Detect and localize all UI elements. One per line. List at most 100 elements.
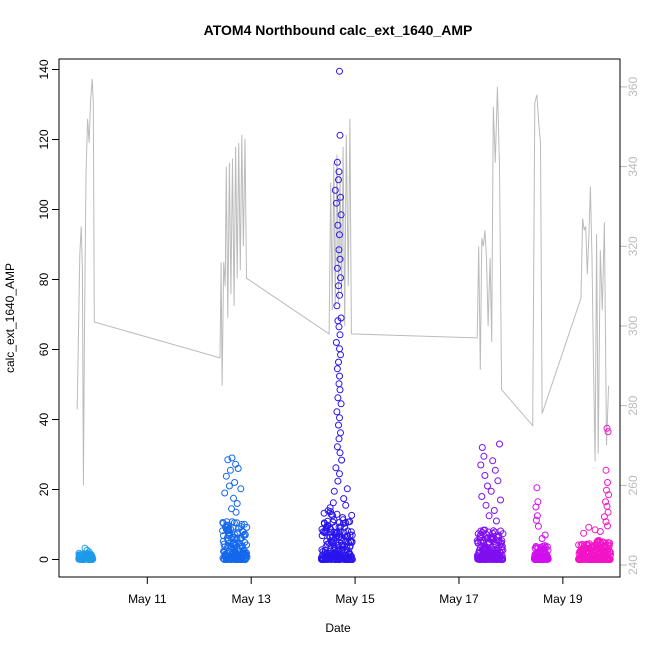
data-point <box>491 466 499 474</box>
data-point <box>492 517 500 525</box>
x-tick-label: May 15 <box>335 592 375 606</box>
cluster-4 <box>530 484 552 563</box>
data-point <box>484 482 491 490</box>
data-point <box>243 549 250 557</box>
cluster-2 <box>317 67 356 563</box>
data-point <box>343 485 351 493</box>
data-point <box>543 543 551 551</box>
data-point <box>230 494 237 502</box>
secondary-series <box>76 78 610 486</box>
data-point <box>332 199 340 207</box>
x-tick-label: May 17 <box>439 592 479 606</box>
data-point <box>344 527 352 535</box>
data-point <box>225 482 233 490</box>
data-point <box>332 339 340 346</box>
data-point <box>333 443 341 451</box>
y-tick-label: 120 <box>37 129 51 149</box>
data-point <box>238 542 246 550</box>
data-point <box>237 485 245 493</box>
data-point <box>336 386 344 394</box>
x-axis-label: Date <box>325 621 351 635</box>
data-point <box>232 508 240 516</box>
data-point <box>605 491 613 499</box>
data-point <box>226 466 234 474</box>
data-point <box>233 500 241 507</box>
data-point <box>499 556 507 563</box>
scatter-series <box>75 67 614 563</box>
data-point <box>604 428 612 436</box>
data-point <box>477 461 485 469</box>
data-point <box>343 543 351 551</box>
data-point <box>481 472 489 479</box>
data-point <box>532 516 540 524</box>
data-point <box>238 521 246 528</box>
y-tick-label: 140 <box>37 59 51 79</box>
data-point <box>331 186 339 194</box>
data-point <box>596 528 604 535</box>
data-point <box>340 495 348 503</box>
data-point <box>335 246 343 254</box>
data-point <box>327 508 334 516</box>
data-point <box>604 479 611 486</box>
data-point <box>336 131 344 139</box>
data-point <box>347 528 355 536</box>
data-point <box>585 523 593 531</box>
data-point <box>337 429 344 437</box>
data-point <box>602 518 610 526</box>
data-point <box>602 498 609 506</box>
data-point <box>499 530 507 538</box>
data-point <box>335 380 343 388</box>
data-point <box>606 548 614 556</box>
data-point <box>334 394 342 402</box>
data-point <box>532 503 540 511</box>
data-point <box>334 221 342 229</box>
x-tick-label: May 13 <box>232 592 272 606</box>
x-tick-label: May 11 <box>128 592 167 606</box>
data-point <box>348 511 356 519</box>
data-point <box>335 168 343 176</box>
y2-tick-label: 240 <box>626 555 640 575</box>
data-point <box>332 464 340 472</box>
data-point <box>495 531 503 539</box>
data-point <box>336 291 343 299</box>
data-point <box>221 489 229 497</box>
data-point <box>499 546 507 554</box>
data-point <box>230 519 238 527</box>
data-point <box>85 548 93 556</box>
data-point <box>478 493 486 500</box>
data-point <box>337 400 345 408</box>
data-point <box>228 505 235 513</box>
data-point <box>89 555 97 563</box>
data-point <box>533 484 541 492</box>
data-point <box>485 512 493 520</box>
data-point <box>348 531 356 539</box>
y-tick-label: 0 <box>37 556 51 563</box>
data-point <box>348 556 356 563</box>
data-point <box>243 541 251 549</box>
y-tick-label: 100 <box>37 199 51 219</box>
data-point <box>346 542 354 550</box>
data-point <box>607 551 614 559</box>
data-point <box>544 546 552 554</box>
data-point <box>494 477 502 485</box>
data-point <box>231 479 239 486</box>
data-point <box>228 454 236 462</box>
data-point <box>496 440 503 448</box>
data-point <box>606 555 614 563</box>
data-point <box>533 512 541 520</box>
y-tick-label: 80 <box>37 273 51 287</box>
data-point <box>333 365 341 373</box>
data-point <box>603 424 611 432</box>
data-point <box>580 529 588 537</box>
data-point <box>333 302 341 310</box>
data-point <box>333 408 341 416</box>
data-point <box>337 211 345 219</box>
data-point <box>330 487 338 495</box>
data-point <box>336 372 343 380</box>
data-point <box>329 512 337 520</box>
data-point <box>482 501 490 509</box>
y2-tick-label: 320 <box>626 236 640 256</box>
data-point <box>490 507 498 514</box>
cluster-0 <box>75 544 97 563</box>
data-point <box>334 477 342 485</box>
